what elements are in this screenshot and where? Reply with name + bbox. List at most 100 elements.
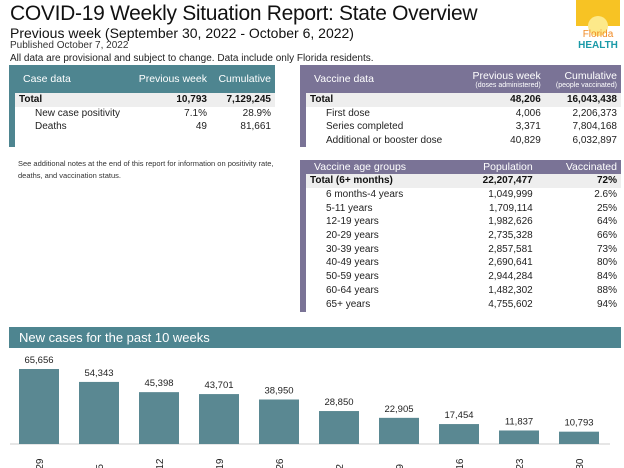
table-row: 60-64 years 1,482,302 88% [306,284,621,298]
table-row: Total 10,793 7,129,245 [15,93,275,107]
table-cell: 2,944,284 [488,271,533,283]
table-cell: Deaths [35,121,67,133]
table-row: Deaths 49 81,661 [15,120,275,134]
bar [499,430,539,444]
table-row: 30-39 years 2,857,581 73% [306,242,621,256]
table-row: Series completed 3,371 7,804,168 [306,120,621,134]
table-cell: 48,206 [460,93,545,107]
table-cell: 4,755,602 [488,298,533,310]
bar [19,369,59,444]
table-cell: 6,032,897 [572,134,618,146]
data-label: 54,343 [84,368,113,379]
disclaimer: All data are provisional and subject to … [10,53,374,64]
svg-text:Florida: Florida [583,29,614,40]
case-data-table: Case data Previous week Cumulative Total 10… [9,65,275,147]
data-label: 17,454 [444,410,473,421]
table-cell: 1,709,114 [488,202,533,214]
bar [199,394,239,444]
table-cell: 66% [596,230,617,242]
svg-text:HEALTH: HEALTH [578,40,618,51]
table-cell: 94% [596,298,617,310]
table-cell: 1,482,302 [488,284,533,296]
table-cell: 64% [596,216,617,228]
table-cell: 60-64 years [326,284,379,296]
table-cell: 7,129,245 [210,93,275,107]
bar [259,399,299,444]
bar [139,392,179,444]
table-cell: 22,207,477 [454,174,537,188]
table-cell: Total [306,93,461,107]
tick-label: 8/5 [95,464,106,468]
tick-label: 8/26 [275,458,286,468]
table-cell: 1,982,626 [488,216,533,228]
col-header: Previous week (doses administered) [472,69,541,89]
tick-label: 9/2 [335,464,346,468]
table-cell: 49 [195,121,207,133]
table-cell: Series completed [326,121,404,133]
col-header: Previous week [138,73,207,85]
table-cell: New case positivity [35,107,121,119]
age-groups-table: Vaccine age groups Population Vaccinated T… [300,160,621,312]
table-cell: First dose [326,107,370,119]
table-cell: 81,661 [240,121,271,133]
table-row: 40-49 years 2,690,641 80% [306,256,621,270]
table-cell: Additional or booster dose [326,134,443,146]
published-date: Published October 7, 2022 [10,40,129,51]
table-row: 50-59 years 2,944,284 84% [306,270,621,284]
table-cell: 25% [596,202,617,214]
table-cell: 16,043,438 [544,93,621,107]
table-cell: 50-59 years [326,271,379,283]
bar [379,417,419,444]
table-row: Total (6+ months) 22,207,477 72% [306,174,621,188]
table-cell: 20-29 years [326,230,379,242]
table-cell: 6 months-4 years [326,189,404,201]
bar [319,411,359,444]
tick-label: 8/12 [155,458,166,468]
table-cell: 10,793 [130,93,211,107]
data-label: 28,850 [324,397,353,408]
footnote: See additional notes at the end of this … [18,159,274,180]
table-cell: 2,857,581 [488,243,533,255]
bar [559,431,599,444]
vaccine-data-table: Vaccine data Previous week (doses adminis… [300,65,621,147]
table-cell: Total [15,93,131,107]
table-row: Total 48,206 16,043,438 [306,93,621,107]
data-label: 10,793 [564,418,593,429]
table-cell: 84% [596,271,617,283]
bar [439,424,479,444]
chart-title: New cases for the past 10 weeks [9,327,621,348]
page-title: COVID-19 Weekly Situation Report: State … [10,2,478,25]
table-cell: 30-39 years [326,243,379,255]
table-cell: 2,690,641 [488,257,533,269]
table-cell: 40-49 years [326,257,379,269]
new-cases-chart: 65,656 7/29 54,343 8/5 45,398 8/12 43,701 8/19 3… [10,355,610,468]
table-row: 65+ years 4,755,602 94% [306,297,621,311]
col-header: Vaccine age groups [314,161,407,173]
table-cell: 72% [536,174,621,188]
table-cell: 80% [596,257,617,269]
table-cell: 28.9% [242,107,271,119]
table-row: First dose 4,006 2,206,373 [306,107,621,121]
table-row: New case positivity 7.1% 28.9% [15,107,275,121]
bar [79,381,119,444]
florida-health-logo: Florida HEALTH [576,0,620,51]
tick-label: 9/9 [395,464,406,468]
col-header: Vaccinated [565,161,617,173]
tick-label: 9/30 [575,458,586,468]
table-row: 20-29 years 2,735,328 66% [306,229,621,243]
table-cell: 88% [596,284,617,296]
table-row: 5-11 years 1,709,114 25% [306,201,621,215]
data-label: 45,398 [144,378,173,389]
table-cell: 4,006 [515,107,541,119]
table-cell: 2.6% [594,189,617,201]
table-cell: 12-19 years [326,216,379,228]
tick-label: 8/19 [215,458,226,468]
data-label: 65,656 [24,355,53,366]
col-header: Cumulative (people vaccinated) [555,69,617,89]
table-cell: Total (6+ months) [306,174,455,188]
table-row: Additional or booster dose 40,829 6,032,89… [306,134,621,148]
table-cell: 40,829 [510,134,541,146]
table-cell: 3,371 [515,121,541,133]
table-cell: 2,735,328 [488,230,533,242]
table-cell: 2,206,373 [572,107,618,119]
